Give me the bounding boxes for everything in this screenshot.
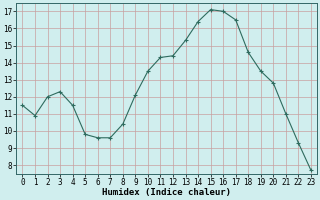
X-axis label: Humidex (Indice chaleur): Humidex (Indice chaleur)	[102, 188, 231, 197]
